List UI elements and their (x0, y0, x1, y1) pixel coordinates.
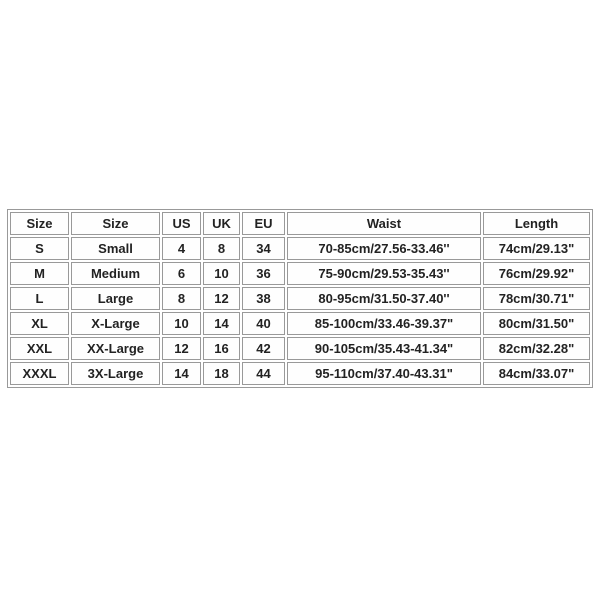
table-cell: 38 (242, 287, 285, 310)
header-cell-length: Length (483, 212, 590, 235)
table-cell: Small (71, 237, 160, 260)
table-cell: 18 (203, 362, 240, 385)
table-cell: 8 (162, 287, 201, 310)
header-cell-size-abbr: Size (10, 212, 69, 235)
header-row: Size Size US UK EU Waist Length (10, 212, 590, 235)
table-row-xxl: XXL XX-Large 12 16 42 90-105cm/35.43-41.… (10, 337, 590, 360)
table-cell: 6 (162, 262, 201, 285)
table-cell: 75-90cm/29.53-35.43'' (287, 262, 481, 285)
header-cell-uk: UK (203, 212, 240, 235)
header-cell-waist: Waist (287, 212, 481, 235)
table-cell: S (10, 237, 69, 260)
table-cell: 70-85cm/27.56-33.46'' (287, 237, 481, 260)
table-cell: 80cm/31.50" (483, 312, 590, 335)
table-cell: 42 (242, 337, 285, 360)
table-cell: 3X-Large (71, 362, 160, 385)
table-cell: 36 (242, 262, 285, 285)
table-cell: XX-Large (71, 337, 160, 360)
table-cell: M (10, 262, 69, 285)
table-cell: 44 (242, 362, 285, 385)
table-cell: 16 (203, 337, 240, 360)
table-cell: 78cm/30.71" (483, 287, 590, 310)
table-cell: 14 (162, 362, 201, 385)
table-cell: 12 (203, 287, 240, 310)
table-cell: XL (10, 312, 69, 335)
table-row-s: S Small 4 8 34 70-85cm/27.56-33.46'' 74c… (10, 237, 590, 260)
table-cell: 85-100cm/33.46-39.37" (287, 312, 481, 335)
table-cell: 74cm/29.13" (483, 237, 590, 260)
table-cell: X-Large (71, 312, 160, 335)
table-cell: XXXL (10, 362, 69, 385)
table-cell: 10 (203, 262, 240, 285)
table-cell: Large (71, 287, 160, 310)
table-cell: 10 (162, 312, 201, 335)
table-row-l: L Large 8 12 38 80-95cm/31.50-37.40'' 78… (10, 287, 590, 310)
table-cell: 95-110cm/37.40-43.31" (287, 362, 481, 385)
table-cell: Medium (71, 262, 160, 285)
size-chart-table: Size Size US UK EU Waist Length S Small … (7, 209, 593, 388)
table-cell: 90-105cm/35.43-41.34" (287, 337, 481, 360)
table-row-xl: XL X-Large 10 14 40 85-100cm/33.46-39.37… (10, 312, 590, 335)
table-cell: 76cm/29.92" (483, 262, 590, 285)
table-row-xxxl: XXXL 3X-Large 14 18 44 95-110cm/37.40-43… (10, 362, 590, 385)
table-cell: 40 (242, 312, 285, 335)
table-cell: 82cm/32.28" (483, 337, 590, 360)
table-cell: 80-95cm/31.50-37.40'' (287, 287, 481, 310)
table-cell: 14 (203, 312, 240, 335)
table-cell: 4 (162, 237, 201, 260)
table-row-m: M Medium 6 10 36 75-90cm/29.53-35.43'' 7… (10, 262, 590, 285)
table-cell: 12 (162, 337, 201, 360)
header-cell-size-name: Size (71, 212, 160, 235)
header-cell-eu: EU (242, 212, 285, 235)
header-cell-us: US (162, 212, 201, 235)
table-cell: 8 (203, 237, 240, 260)
table-cell: L (10, 287, 69, 310)
table-cell: 34 (242, 237, 285, 260)
table-cell: 84cm/33.07" (483, 362, 590, 385)
table-cell: XXL (10, 337, 69, 360)
